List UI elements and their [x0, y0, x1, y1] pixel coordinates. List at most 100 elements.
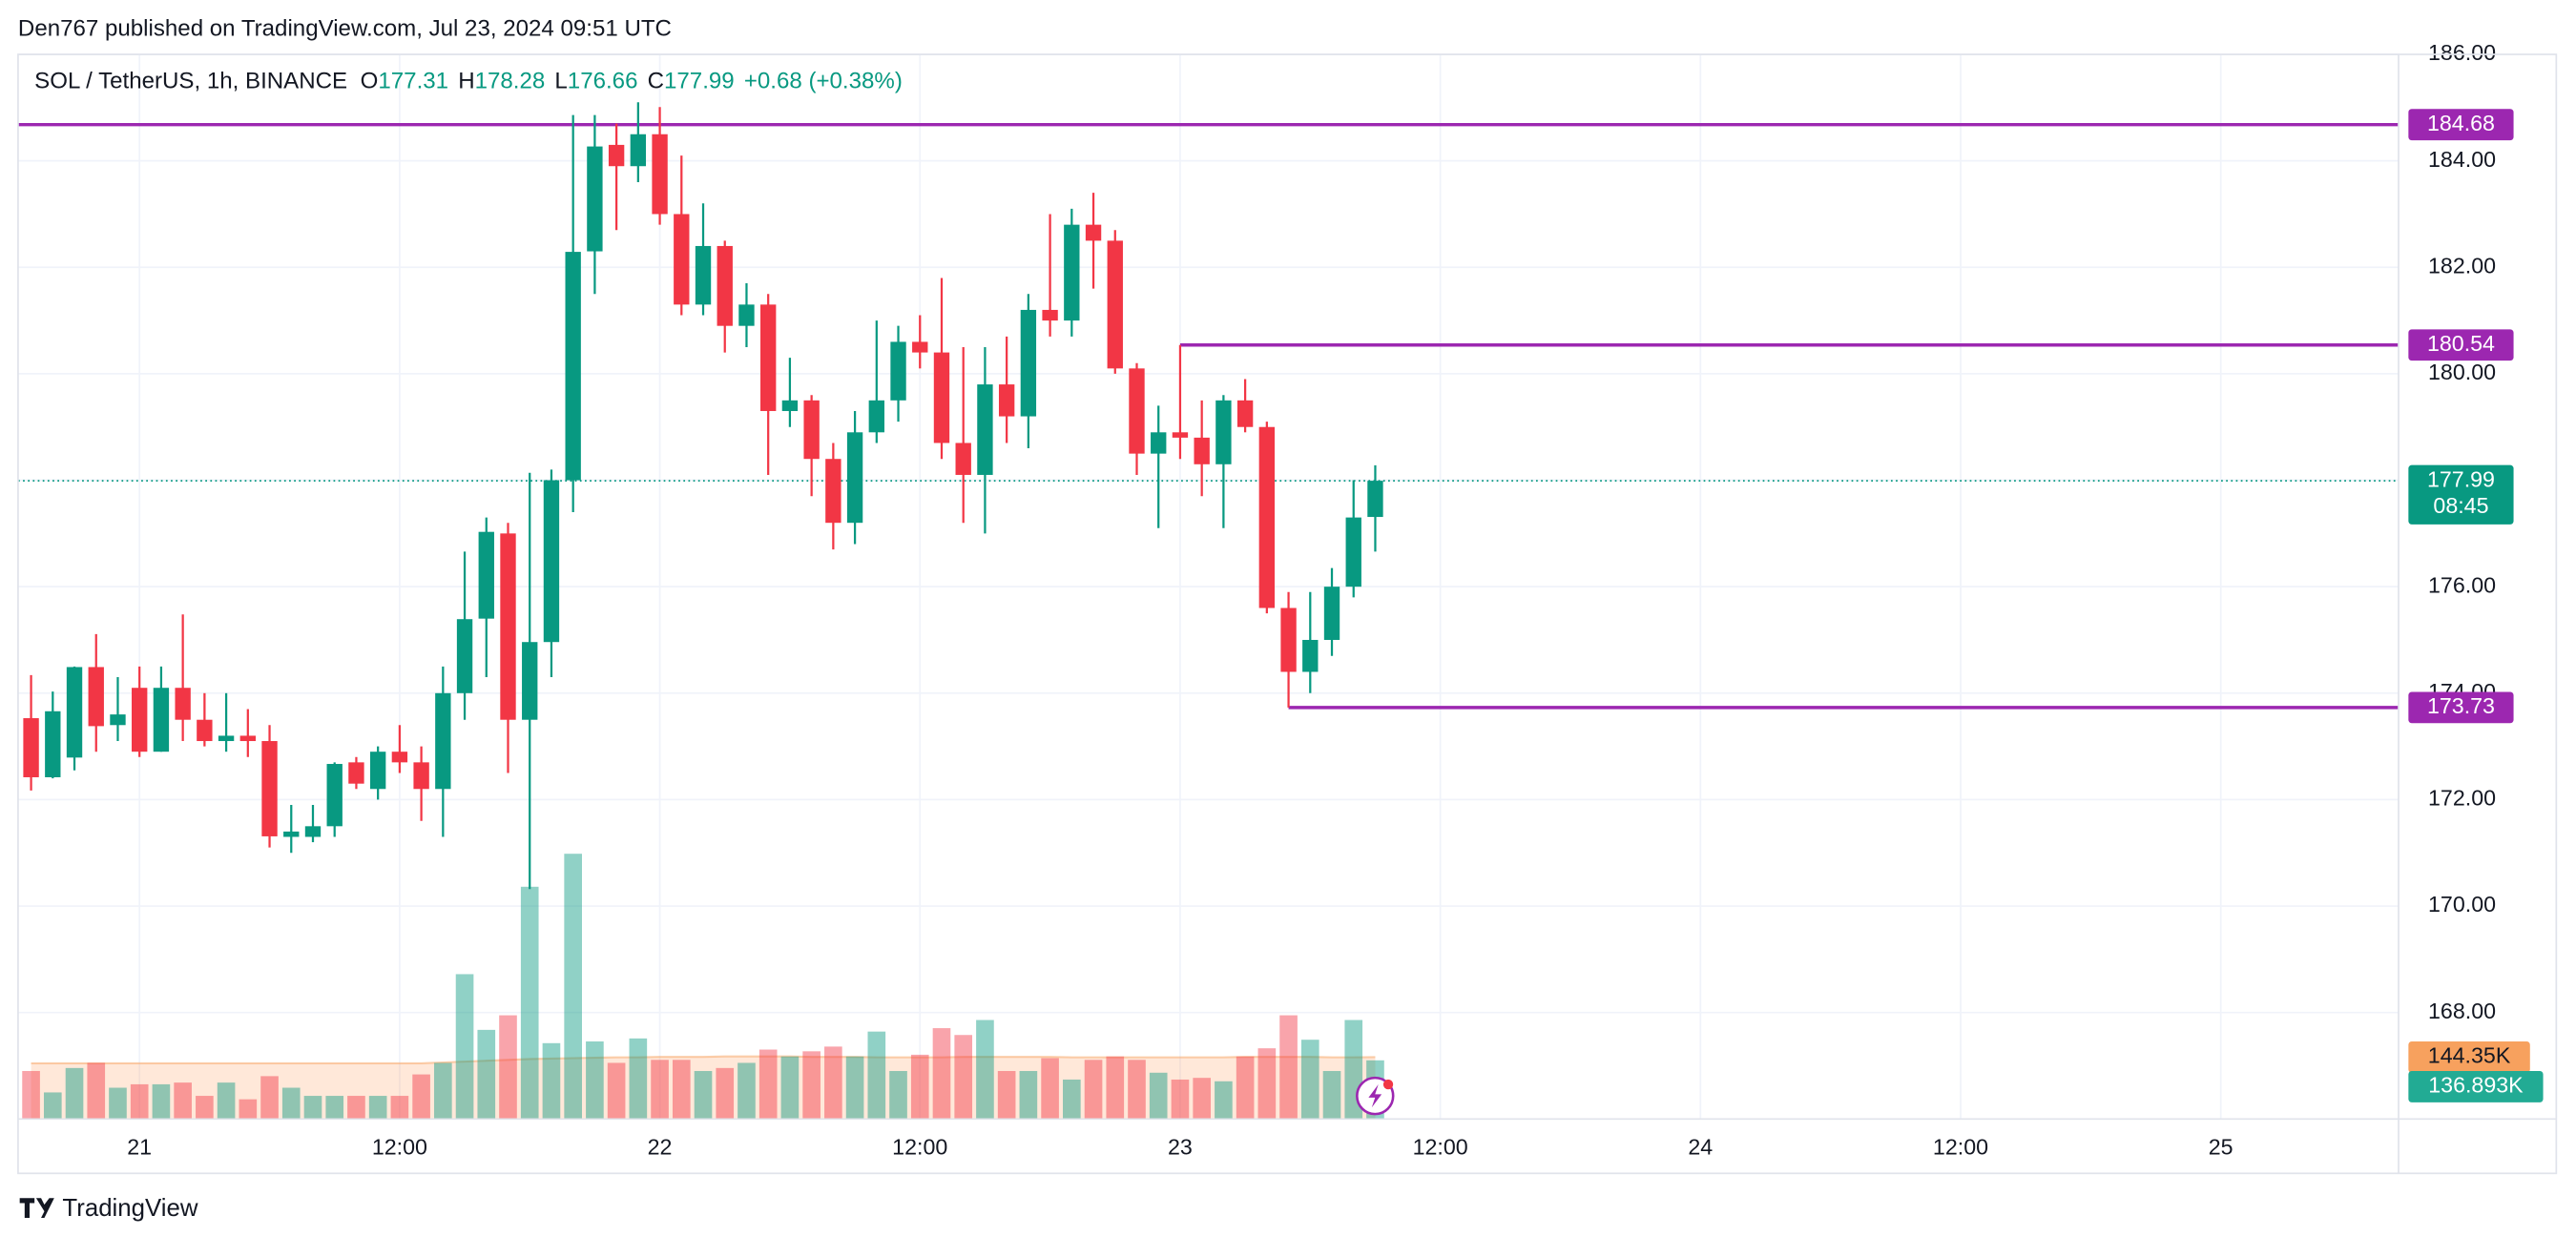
y-tick-label: 170.00 [2428, 892, 2496, 917]
candle-body [565, 252, 581, 481]
candle-body [1129, 368, 1145, 454]
candle-body [348, 762, 364, 784]
candle-body [977, 384, 993, 475]
volume-bar [629, 1038, 648, 1120]
volume-bar [867, 1031, 886, 1120]
level-label: 180.54 [2427, 331, 2495, 356]
candle-body [132, 688, 148, 752]
y-tick-label: 186.00 [2428, 40, 2496, 65]
volume-bar [1171, 1079, 1190, 1120]
volume-bar [499, 1015, 517, 1120]
frame [17, 53, 2558, 1175]
volume-bar [303, 1096, 322, 1120]
volume-bar [434, 1062, 452, 1120]
candle-body [1258, 426, 1276, 608]
candle-body [695, 245, 712, 305]
level-label-box [2408, 109, 2514, 141]
y-tick-label: 184.00 [2428, 147, 2496, 172]
volume-bar [1063, 1079, 1081, 1120]
volume-bar [390, 1096, 409, 1120]
candle-body [587, 146, 603, 252]
volume-bar [997, 1070, 1016, 1120]
candle-body [998, 384, 1015, 417]
candle-body [760, 304, 777, 411]
volume-bar [1257, 1048, 1277, 1120]
legend-label: H [458, 69, 474, 94]
y-tick-label: 172.00 [2428, 786, 2496, 811]
candle-body [1151, 432, 1167, 454]
y-tick-label: 168.00 [2428, 999, 2496, 1023]
candle-body [45, 711, 61, 777]
candle-body [197, 719, 213, 742]
volume-last-box [2408, 1071, 2544, 1102]
volume-ma-label: 144.35K [2428, 1043, 2511, 1068]
volume-bar [651, 1060, 669, 1120]
candle-body [326, 764, 343, 827]
candle-body [1367, 481, 1383, 518]
candle-body [608, 144, 625, 167]
volume-bar [1300, 1040, 1319, 1120]
last-price-label: 177.99 [2427, 466, 2495, 491]
candle-body [933, 352, 950, 443]
volume-bar [217, 1082, 236, 1120]
volume-bar [1236, 1056, 1255, 1120]
candle-body [304, 826, 322, 837]
axes: 168.00170.00172.00174.00176.00178.00180.… [127, 40, 2544, 1160]
alert-icon[interactable] [1356, 1076, 1395, 1116]
volume-bar [607, 1062, 626, 1120]
volume-bar [932, 1028, 951, 1120]
candle-body [890, 341, 906, 401]
volume-bar [1084, 1060, 1103, 1120]
candle-body [955, 443, 971, 475]
legend-label: L [554, 69, 567, 94]
candle-body [456, 619, 473, 693]
candle-body [717, 245, 733, 326]
candle-body [868, 400, 884, 433]
volume-bar [87, 1062, 106, 1120]
alert-dot [1382, 1079, 1394, 1090]
volume-pane [22, 854, 1384, 1120]
volume-bar [1322, 1070, 1341, 1120]
volume-bar [196, 1096, 214, 1120]
volume-bar [910, 1054, 929, 1120]
volume-bar [455, 974, 474, 1120]
volume-bar [824, 1046, 842, 1120]
symbol: SOL / TetherUS, 1h, BINANCE [34, 69, 347, 94]
x-tick-label: 12:00 [372, 1135, 427, 1160]
volume-bar [586, 1040, 604, 1120]
volume-bar [109, 1087, 127, 1120]
legend-value: 177.99 [664, 69, 735, 94]
volume-ma-area [31, 1056, 1376, 1120]
volume-bar [737, 1062, 756, 1120]
candle-body [239, 735, 256, 742]
level-label-box [2408, 691, 2514, 724]
last-price-box [2408, 464, 2514, 525]
candle-body [1172, 432, 1189, 438]
volume-bar [130, 1083, 149, 1120]
candle-body [153, 688, 170, 752]
footer-brand: TradingView [62, 1195, 197, 1222]
x-tick-label: 12:00 [1413, 1135, 1468, 1160]
volume-bar [976, 1020, 994, 1120]
candle-body [413, 762, 429, 790]
legend-change: +0.68 (+0.38%) [744, 69, 903, 94]
candle-body [1107, 240, 1123, 369]
candle-body [23, 718, 39, 777]
volume-bar [694, 1070, 713, 1120]
x-tick-label: 22 [648, 1135, 673, 1160]
volume-bar [239, 1099, 258, 1120]
volume-bar [542, 1042, 561, 1120]
volume-bar [1106, 1056, 1125, 1120]
volume-bar [1041, 1058, 1059, 1120]
volume-bar [520, 886, 539, 1120]
candle-body [630, 134, 647, 167]
candle-body [1020, 309, 1037, 417]
candle-body [261, 741, 278, 836]
legend-label: O [361, 69, 379, 94]
candle-body [1064, 224, 1080, 321]
countdown: 08:45 [2433, 493, 2488, 518]
candle-body [674, 214, 690, 305]
y-tick-label: 182.00 [2428, 253, 2496, 278]
volume-bar [1128, 1060, 1146, 1120]
